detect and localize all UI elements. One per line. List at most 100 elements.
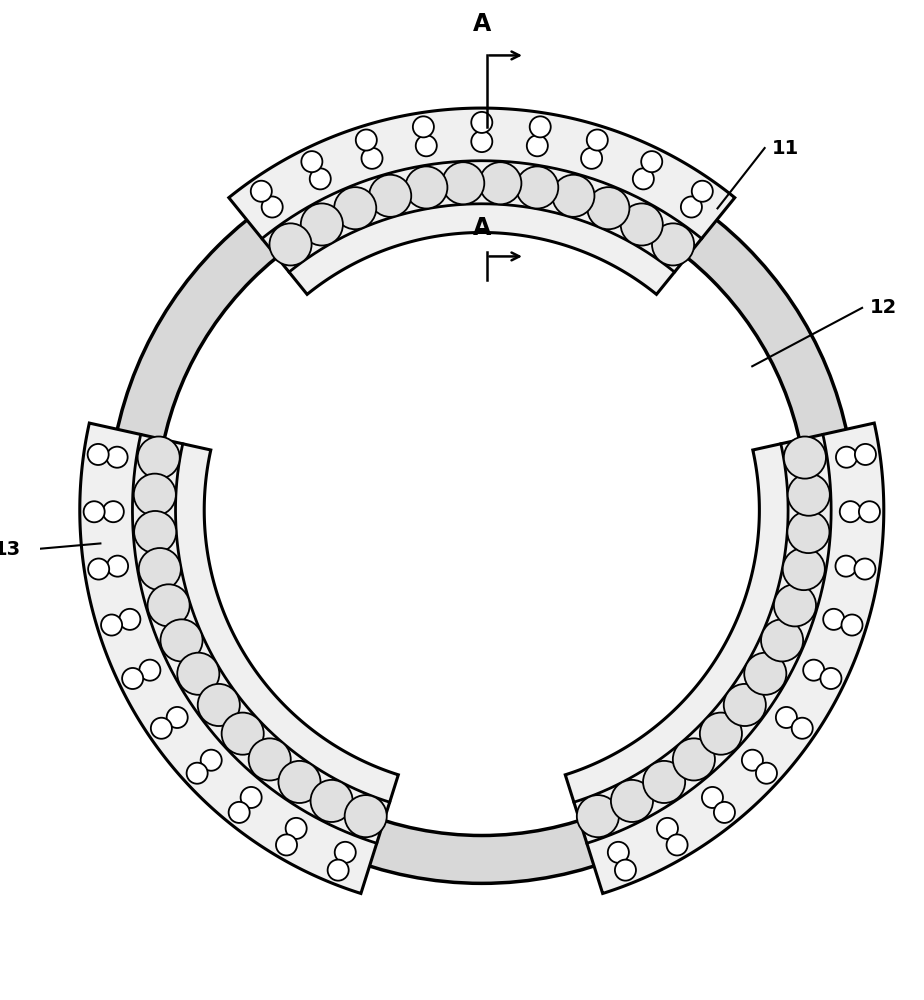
Circle shape — [310, 780, 353, 822]
Circle shape — [250, 181, 272, 202]
Circle shape — [138, 437, 180, 479]
Circle shape — [261, 196, 283, 218]
Circle shape — [328, 860, 348, 881]
Circle shape — [345, 795, 387, 837]
Circle shape — [784, 437, 826, 479]
Circle shape — [859, 501, 880, 522]
Polygon shape — [229, 108, 735, 294]
Circle shape — [310, 168, 331, 189]
Circle shape — [787, 511, 830, 553]
Circle shape — [673, 738, 715, 780]
Circle shape — [577, 795, 619, 837]
Circle shape — [842, 614, 862, 636]
Text: A: A — [473, 216, 491, 240]
Polygon shape — [79, 423, 398, 893]
Circle shape — [334, 842, 356, 863]
Circle shape — [134, 511, 176, 553]
Circle shape — [471, 131, 492, 152]
Circle shape — [249, 738, 291, 780]
Circle shape — [187, 763, 208, 784]
Circle shape — [836, 447, 857, 468]
Circle shape — [101, 614, 122, 636]
Circle shape — [774, 584, 816, 626]
Circle shape — [608, 842, 629, 863]
Circle shape — [633, 168, 654, 189]
Circle shape — [166, 707, 188, 728]
Circle shape — [301, 203, 343, 246]
Circle shape — [108, 137, 855, 883]
Circle shape — [821, 668, 842, 689]
Circle shape — [855, 444, 876, 465]
Circle shape — [276, 834, 297, 855]
Circle shape — [588, 187, 629, 229]
Circle shape — [84, 501, 104, 522]
Circle shape — [301, 151, 322, 172]
Circle shape — [286, 818, 307, 839]
Text: 11: 11 — [772, 139, 799, 158]
Circle shape — [151, 718, 172, 739]
Circle shape — [119, 609, 140, 630]
Circle shape — [652, 223, 694, 265]
Circle shape — [714, 802, 735, 823]
Circle shape — [517, 166, 558, 209]
Circle shape — [611, 780, 653, 822]
Circle shape — [228, 802, 249, 823]
Circle shape — [657, 818, 678, 839]
Circle shape — [744, 653, 786, 695]
Text: A: A — [473, 12, 491, 36]
Circle shape — [471, 112, 492, 133]
Circle shape — [370, 175, 411, 217]
Circle shape — [107, 556, 128, 577]
Circle shape — [699, 713, 742, 755]
Circle shape — [222, 713, 263, 755]
Circle shape — [177, 653, 219, 695]
Circle shape — [803, 660, 824, 681]
Circle shape — [201, 750, 222, 771]
Circle shape — [581, 148, 602, 169]
Circle shape — [148, 584, 189, 626]
Circle shape — [270, 223, 311, 265]
Circle shape — [413, 116, 434, 137]
Circle shape — [823, 609, 845, 630]
Circle shape — [742, 750, 763, 771]
Circle shape — [122, 668, 143, 689]
Circle shape — [666, 834, 687, 855]
Circle shape — [692, 181, 712, 202]
Circle shape — [614, 860, 636, 881]
Circle shape — [681, 196, 702, 218]
Circle shape — [792, 718, 813, 739]
Circle shape — [156, 185, 808, 836]
Circle shape — [161, 619, 202, 661]
Circle shape — [643, 761, 686, 803]
Circle shape — [140, 660, 161, 681]
Text: 13: 13 — [0, 540, 21, 559]
Circle shape — [783, 548, 825, 590]
Circle shape — [527, 135, 548, 156]
Circle shape — [278, 761, 321, 803]
Circle shape — [103, 501, 124, 522]
Circle shape — [587, 130, 608, 151]
Circle shape — [106, 447, 128, 468]
Circle shape — [88, 444, 109, 465]
Circle shape — [480, 162, 521, 204]
Circle shape — [240, 787, 261, 808]
Circle shape — [406, 166, 447, 209]
Circle shape — [855, 559, 875, 580]
Circle shape — [840, 501, 861, 522]
Text: 12: 12 — [869, 298, 897, 317]
Circle shape — [443, 162, 484, 204]
Circle shape — [416, 135, 437, 156]
Circle shape — [139, 548, 181, 590]
Circle shape — [356, 130, 377, 151]
Circle shape — [134, 474, 176, 516]
Circle shape — [702, 787, 723, 808]
Circle shape — [723, 684, 766, 726]
Circle shape — [198, 684, 240, 726]
Circle shape — [788, 474, 830, 516]
Circle shape — [529, 116, 551, 137]
Circle shape — [761, 619, 803, 661]
Circle shape — [835, 556, 857, 577]
Circle shape — [88, 559, 109, 580]
Circle shape — [361, 148, 383, 169]
Circle shape — [553, 175, 594, 217]
